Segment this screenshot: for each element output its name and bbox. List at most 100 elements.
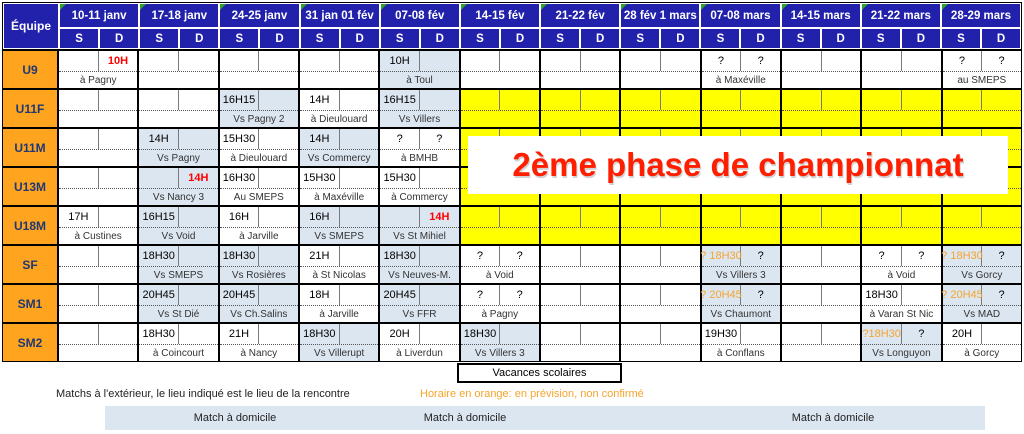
comment-marker-icon — [460, 4, 467, 10]
time-sunday: ? — [998, 250, 1005, 262]
team-row: SF 18H30 Vs SMEPS 18H30 Vs Rosières 21H à St N… — [2, 245, 1022, 284]
time-saturday — [541, 90, 581, 110]
schedule-cell — [861, 50, 942, 89]
time-saturday — [541, 285, 581, 305]
time-saturday: 21H — [300, 246, 340, 266]
time-saturday — [541, 324, 581, 344]
team-label: SM1 — [2, 284, 58, 323]
date-group-header: 28-29 mars S D — [940, 3, 1022, 49]
time-subrow — [621, 51, 700, 72]
time-subrow: 20H45 — [380, 285, 459, 306]
time-sunday — [99, 129, 138, 149]
time-saturday — [380, 207, 420, 227]
match-location: à Dieulouard — [230, 152, 288, 164]
schedule-cell: 17H à Custines — [58, 206, 139, 245]
match-location: à Conflans — [716, 347, 765, 359]
match-location: Vs Ch.Salins — [230, 308, 288, 320]
time-saturday: 18H30 — [461, 324, 501, 344]
match-location — [59, 111, 137, 127]
schedule-cell — [539, 206, 621, 245]
time-saturday — [300, 51, 340, 71]
time-sunday: ? — [516, 250, 523, 262]
match-location: Vs Commercy — [307, 152, 371, 164]
time-saturday: 16H15 — [139, 207, 179, 227]
match-location — [782, 267, 860, 283]
schedule-cell: 16H30 Au SMEPS — [218, 167, 299, 206]
time-saturday: 18H30 — [220, 246, 260, 266]
time-subrow — [460, 90, 539, 111]
sunday-header: D — [515, 32, 525, 45]
schedule-cell — [780, 206, 862, 245]
match-location: Vs Void — [161, 230, 196, 242]
time-saturday — [59, 168, 99, 188]
saturday-header: S — [60, 29, 101, 48]
comment-marker-icon — [781, 4, 788, 10]
time-saturday: ?18H30 — [862, 324, 902, 344]
match-location — [139, 72, 217, 88]
saturday-header: S — [621, 29, 662, 48]
team-row: SM1 20H45 Vs St Dié 20H45 Vs Ch.Salins 18H à J… — [2, 284, 1022, 323]
schedule-cell: 14H Vs Commercy — [298, 128, 380, 167]
time-subrow — [540, 246, 620, 267]
saturday-header: S — [782, 29, 822, 48]
time-saturday — [139, 51, 179, 71]
match-location — [621, 267, 699, 283]
schedule-cell — [138, 50, 219, 89]
time-saturday — [621, 285, 661, 305]
time-saturday — [461, 51, 501, 71]
time-saturday — [702, 90, 742, 110]
home-match-legend: Match à domicile — [791, 412, 875, 424]
time-sunday — [420, 324, 459, 344]
time-subrow: 20H45 — [219, 285, 298, 306]
match-location — [461, 72, 539, 88]
time-subrow — [781, 285, 861, 306]
time-saturday: 18H30 — [139, 246, 179, 266]
sunday-header: D — [996, 32, 1006, 45]
time-subrow — [942, 90, 1021, 111]
schedule-cell: 21H à Nancy — [218, 323, 299, 362]
time-saturday: 20H45 — [220, 285, 260, 305]
time-saturday — [139, 90, 179, 110]
time-saturday: ? 20H45 — [941, 285, 983, 305]
time-subrow: 15H30 — [299, 168, 379, 189]
time-subrow — [781, 51, 861, 72]
time-subrow: 17H — [59, 207, 138, 228]
match-location — [621, 306, 699, 322]
time-sunday — [99, 168, 138, 188]
time-saturday — [461, 207, 501, 227]
schedule-cell — [620, 50, 701, 89]
away-match-note: Matchs à l'extérieur, le lieu indiqué es… — [56, 388, 350, 400]
home-match-legend-band: Match à domicile Match à domicile Match … — [105, 406, 985, 430]
sunday-header: D — [756, 32, 765, 45]
match-location: à Jarville — [239, 230, 279, 242]
schedule-cell: 14H Vs Pagny — [138, 128, 219, 167]
time-saturday — [541, 246, 581, 266]
saturday-header: S — [461, 29, 501, 48]
schedule-cell — [58, 89, 139, 128]
match-location — [862, 111, 940, 127]
match-location: Vs Chaumont — [710, 308, 772, 320]
schedule-cell: 18H30 Vs Rosières — [218, 245, 299, 284]
match-location — [59, 345, 137, 361]
match-location: Vs Nancy 3 — [152, 191, 205, 203]
time-sunday — [902, 51, 941, 71]
time-subrow: 14H — [139, 168, 218, 189]
date-label: 17-18 janv — [140, 4, 219, 29]
schedule-cell — [780, 89, 862, 128]
time-sunday — [179, 51, 218, 71]
match-location: à Liverdun — [396, 347, 443, 359]
time-sunday: ? — [998, 289, 1005, 301]
time-subrow: 14H — [380, 207, 459, 228]
time-saturday — [862, 207, 902, 227]
match-location: Vs St Dié — [157, 308, 200, 320]
time-sunday — [179, 324, 218, 344]
time-saturday: 20H45 — [380, 285, 420, 305]
time-sunday: ? — [757, 250, 764, 262]
match-location: à Gorcy — [964, 347, 1000, 359]
match-location — [702, 228, 780, 244]
time-sunday — [661, 90, 700, 110]
